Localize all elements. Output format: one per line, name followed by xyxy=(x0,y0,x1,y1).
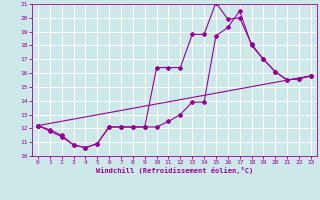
X-axis label: Windchill (Refroidissement éolien,°C): Windchill (Refroidissement éolien,°C) xyxy=(96,167,253,174)
